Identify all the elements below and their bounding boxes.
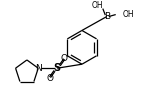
Text: B: B [104,12,110,21]
Text: N: N [35,64,42,73]
Text: O: O [61,54,68,63]
Text: O: O [47,74,54,83]
Text: S: S [54,63,61,73]
Text: OH: OH [123,10,134,19]
Text: OH: OH [92,1,104,10]
